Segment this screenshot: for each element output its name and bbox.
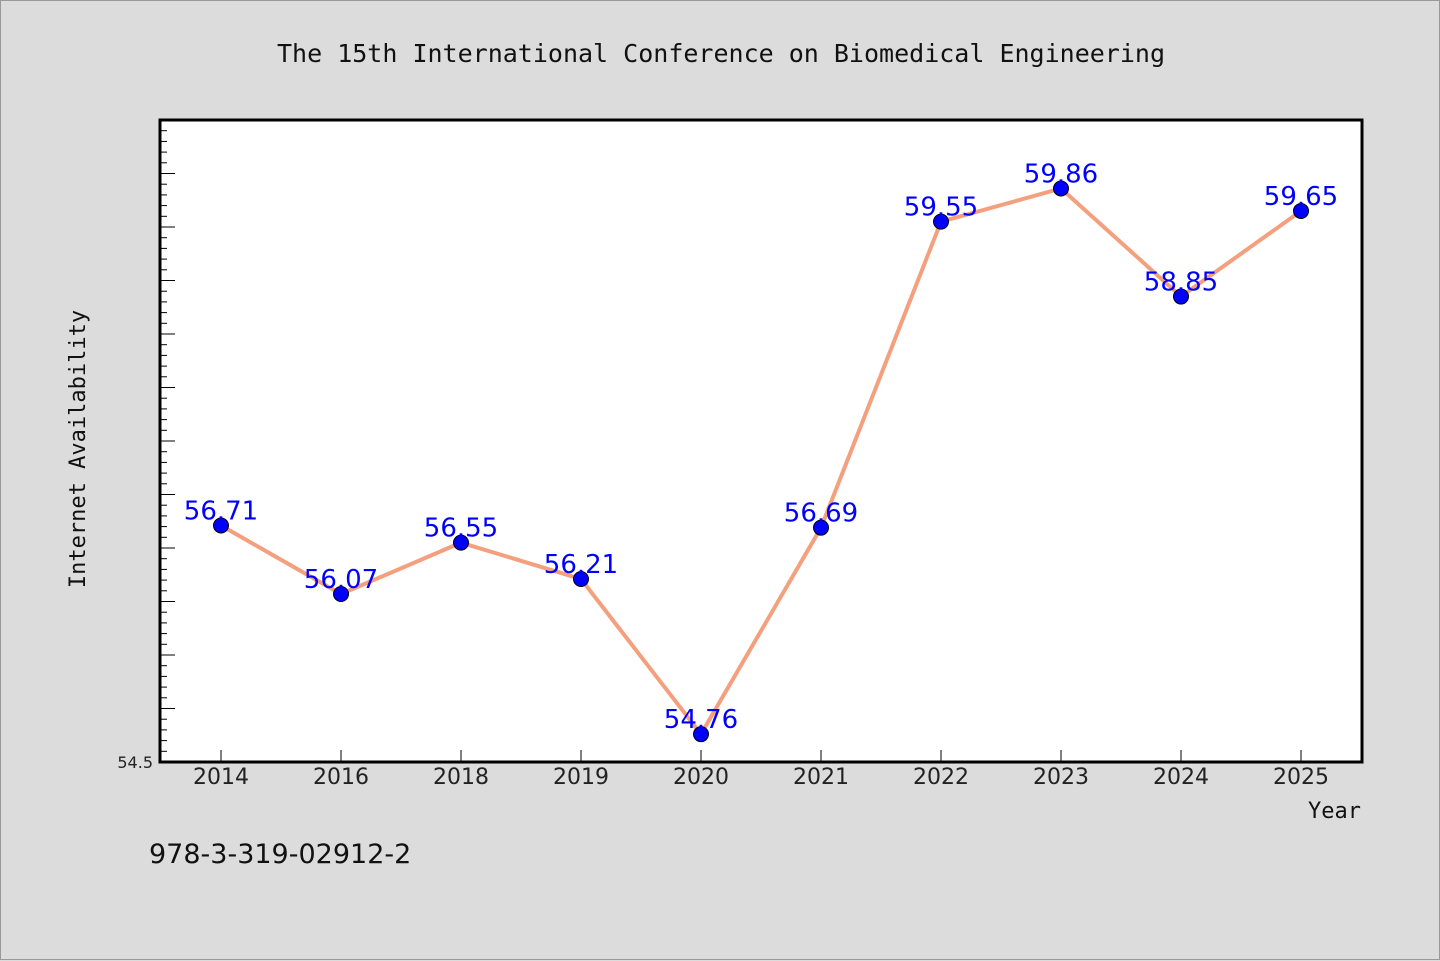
x-axis-label: Year bbox=[1308, 799, 1361, 824]
data-point bbox=[813, 519, 829, 536]
data-label: 54.76 bbox=[664, 705, 738, 735]
data-label: 59.55 bbox=[904, 193, 978, 223]
x-tick-label: 2014 bbox=[193, 765, 249, 790]
x-tick-label: 2018 bbox=[433, 765, 489, 790]
x-tick-labels: 2014 2016 2018 2019 2020 2021 2022 2023 2024 2025 bbox=[193, 765, 1329, 790]
x-tick-label: 2021 bbox=[793, 765, 849, 790]
x-tick-label: 2024 bbox=[1153, 765, 1209, 790]
x-tick-label: 2022 bbox=[913, 765, 969, 790]
y-tick-label: 54.5 bbox=[117, 753, 153, 772]
data-label: 58.85 bbox=[1144, 268, 1218, 298]
data-point bbox=[1053, 180, 1069, 197]
plot-area bbox=[158, 118, 1364, 764]
data-point bbox=[453, 534, 469, 551]
data-label: 59.65 bbox=[1264, 182, 1338, 212]
series-markers bbox=[213, 180, 1309, 743]
x-tick-label: 2023 bbox=[1033, 765, 1089, 790]
x-tick-label: 2019 bbox=[553, 765, 609, 790]
data-label: 56.07 bbox=[304, 565, 378, 595]
data-point bbox=[693, 726, 709, 743]
data-point bbox=[333, 586, 349, 603]
data-point bbox=[1293, 202, 1309, 219]
data-label: 56.69 bbox=[784, 499, 858, 529]
x-tick-label: 2020 bbox=[673, 765, 729, 790]
footer-isbn: 978-3-319-02912-2 bbox=[149, 839, 411, 870]
y-axis-ticks bbox=[160, 130, 175, 763]
chart-title: The 15th International Conference on Bio… bbox=[277, 39, 1165, 68]
y-axis-label: Internet Availability bbox=[66, 310, 91, 588]
data-point bbox=[933, 213, 949, 230]
data-point bbox=[1173, 288, 1189, 305]
data-point bbox=[573, 571, 589, 588]
data-labels: 56.71 56.07 56.55 56.21 54.76 56.69 59.55 59.86… bbox=[184, 159, 1338, 735]
data-label: 59.86 bbox=[1024, 159, 1098, 189]
data-label: 56.71 bbox=[184, 497, 258, 527]
x-tick-label: 2016 bbox=[313, 765, 369, 790]
data-point bbox=[213, 517, 229, 534]
x-axis-ticks bbox=[220, 750, 1302, 762]
data-label: 56.55 bbox=[424, 514, 498, 544]
x-tick-label: 2025 bbox=[1273, 765, 1329, 790]
series-line bbox=[220, 186, 1303, 737]
data-label: 56.21 bbox=[544, 550, 618, 580]
